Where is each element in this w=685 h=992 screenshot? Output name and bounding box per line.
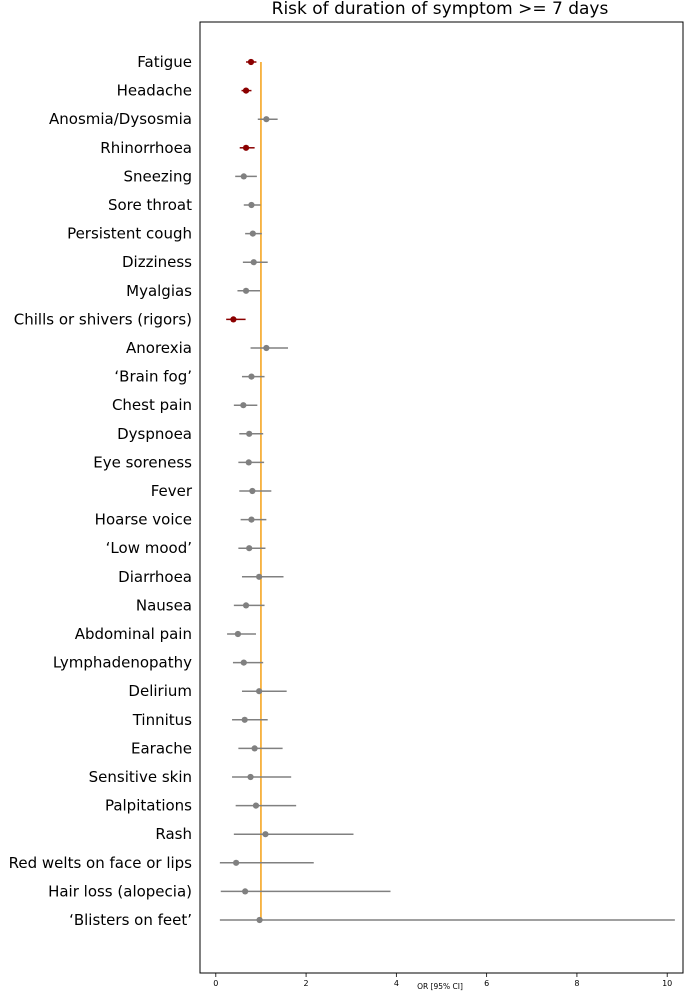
or-point	[246, 430, 253, 437]
y-tick-label: Rash	[155, 825, 192, 843]
y-tick-label: Chills or shivers (rigors)	[14, 310, 192, 328]
or-point	[242, 144, 250, 151]
or-point	[251, 745, 258, 752]
y-tick-label: Sneezing	[123, 167, 192, 185]
y-tick-label: Anorexia	[126, 339, 192, 357]
or-point	[263, 344, 270, 352]
x-tick-label: 6	[484, 979, 489, 988]
y-tick-label: Chest pain	[112, 396, 192, 414]
plot-area-frame	[199, 21, 684, 974]
y-tick-label: Delirium	[128, 682, 192, 700]
y-tick-label: ‘Low mood’	[106, 539, 192, 557]
or-point	[233, 859, 240, 866]
or-point	[249, 487, 256, 495]
or-point	[250, 259, 257, 266]
point-estimate-layer	[230, 58, 270, 924]
x-tick-label: 10	[662, 979, 672, 988]
or-point	[248, 373, 255, 380]
or-point	[248, 201, 255, 209]
or-point	[242, 602, 250, 609]
or-point	[256, 688, 263, 695]
y-axis-labels: Fatigue Headache Anosmia/Dysosmia Rhinorrho…	[9, 53, 193, 929]
y-tick-label: Tinnitus	[132, 711, 192, 729]
y-tick-label: Myalgias	[126, 282, 192, 300]
or-point	[247, 58, 255, 66]
x-tick-label: 2	[304, 979, 309, 988]
or-point	[242, 888, 249, 895]
y-tick-label: Diarrhoea	[118, 568, 192, 586]
or-point	[248, 516, 255, 523]
x-axis-label: OR [95% CI]	[417, 982, 463, 991]
y-tick-label: ‘Blisters on feet’	[69, 911, 192, 929]
y-tick-label: ‘Brain fog’	[114, 368, 192, 386]
y-tick-label: Sensitive skin	[89, 768, 192, 786]
or-point	[240, 173, 247, 180]
or-point	[262, 831, 269, 838]
y-tick-label: Hoarse voice	[95, 511, 192, 529]
y-tick-label: Palpitations	[105, 797, 192, 815]
or-point	[234, 630, 242, 638]
y-tick-label: Hair loss (alopecia)	[48, 882, 192, 900]
or-point	[241, 716, 248, 723]
confidence-interval-layer	[219, 61, 675, 921]
y-tick-label: Fatigue	[137, 53, 192, 71]
or-point	[242, 287, 250, 294]
x-axis-ticks: 0 2 4 6 8 10	[213, 973, 672, 988]
y-tick-label: Abdominal pain	[75, 625, 192, 643]
y-tick-label: Fever	[151, 482, 193, 500]
or-point	[246, 545, 253, 552]
or-point	[240, 402, 247, 409]
y-tick-label: Anosmia/Dysosmia	[49, 110, 192, 128]
or-point	[263, 116, 270, 123]
y-tick-label: Lymphadenopathy	[53, 654, 192, 672]
or-point	[252, 802, 260, 809]
y-tick-label: Rhinorrhoea	[100, 139, 192, 157]
x-tick-label: 0	[213, 979, 218, 988]
y-tick-label: Headache	[117, 82, 192, 100]
x-tick-label: 8	[574, 979, 579, 988]
y-tick-label: Dyspnoea	[117, 425, 192, 443]
y-tick-label: Earache	[131, 739, 192, 757]
or-point	[240, 659, 247, 666]
y-tick-label: Eye soreness	[93, 453, 192, 471]
x-tick-label: 4	[394, 979, 399, 988]
y-tick-label: Red welts on face or lips	[9, 854, 193, 872]
y-tick-label: Dizziness	[122, 253, 192, 271]
y-tick-label: Sore throat	[108, 196, 192, 214]
or-point	[247, 773, 254, 781]
or-point	[249, 230, 256, 237]
or-point	[242, 87, 250, 94]
or-point	[256, 573, 263, 580]
or-point	[245, 459, 252, 466]
or-point	[230, 316, 237, 323]
chart-title: Risk of duration of symptom >= 7 days	[272, 0, 609, 19]
or-point	[256, 916, 263, 924]
y-tick-label: Persistent cough	[67, 225, 192, 243]
y-tick-label: Nausea	[136, 596, 192, 614]
